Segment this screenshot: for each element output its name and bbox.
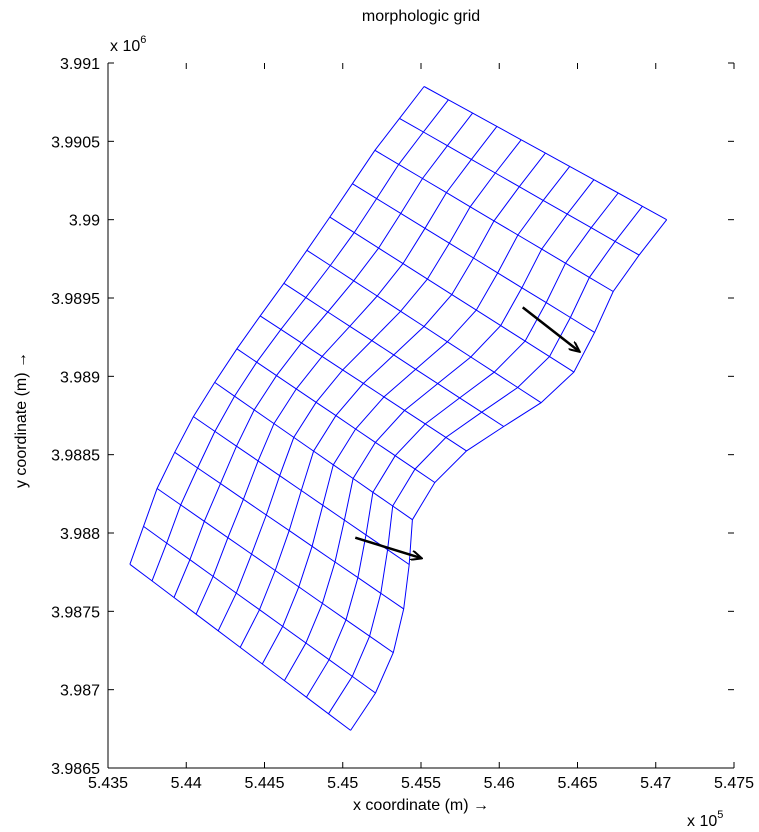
- grid-longitudinal-line: [217, 139, 522, 632]
- y-tick-label: 3.988: [60, 526, 100, 543]
- grid-longitudinal-line: [328, 205, 643, 715]
- y-axis-label: y coordinate (m) →: [13, 352, 30, 488]
- grid-longitudinal-line: [283, 179, 595, 681]
- x-tick-label: 5.44: [171, 775, 202, 792]
- flow-arrow: [354, 536, 421, 558]
- x-tick-label: 5.465: [557, 775, 597, 792]
- grid-longitudinal-line: [173, 112, 473, 598]
- y-exponent-power: 6: [140, 34, 146, 46]
- x-exponent-power: 5: [717, 809, 723, 821]
- y-tick-label: 3.9865: [51, 761, 100, 778]
- y-tick-label: 3.9885: [51, 448, 100, 465]
- y-axis-ticks: 3.9865 3.987 3.9875 3.988 3.9885 3.989 3.9895 3…: [51, 56, 734, 778]
- y-tick-label: 3.9905: [51, 134, 100, 151]
- x-tick-label: 5.455: [401, 775, 441, 792]
- x-tick-label: 5.46: [484, 775, 515, 792]
- chart-title: morphologic grid: [362, 8, 480, 25]
- y-tick-label: 3.9875: [51, 604, 100, 621]
- flow-arrow: [521, 306, 579, 351]
- y-exponent-label: x 106: [110, 34, 146, 55]
- y-tick-label: 3.987: [60, 683, 100, 700]
- flow-arrows: [354, 306, 579, 558]
- grid-longitudinal-line: [129, 86, 425, 565]
- x-tick-label: 5.45: [327, 775, 358, 792]
- y-tick-label: 3.991: [60, 56, 100, 73]
- grid-longitudinal-line: [195, 126, 498, 615]
- x-exponent-label: x 105: [687, 809, 723, 830]
- y-tick-label: 3.989: [60, 369, 100, 386]
- x-tick-label: 5.445: [244, 775, 284, 792]
- x-axis-ticks: 5.435 5.44 5.445 5.45 5.455 5.46 5.465 5.47 5.47…: [88, 63, 754, 792]
- grid-longitudinal-line: [305, 192, 619, 698]
- y-tick-label: 3.9895: [51, 291, 100, 308]
- x-tick-label: 5.47: [640, 775, 671, 792]
- x-tick-label: 5.435: [88, 775, 128, 792]
- grid-mesh: [129, 86, 668, 731]
- x-tick-label: 5.475: [714, 775, 754, 792]
- grid-longitudinal-line: [350, 219, 668, 731]
- grid-longitudinal-line: [151, 99, 449, 582]
- grid-longitudinal-line: [239, 152, 546, 648]
- grid-longitudinal-line: [261, 166, 571, 665]
- x-axis-label: x coordinate (m) →: [353, 797, 489, 814]
- x-exponent-base: x 10: [687, 813, 717, 830]
- plot-axes-frame: [108, 63, 734, 768]
- y-exponent-base: x 10: [110, 38, 140, 55]
- y-tick-label: 3.99: [69, 213, 100, 230]
